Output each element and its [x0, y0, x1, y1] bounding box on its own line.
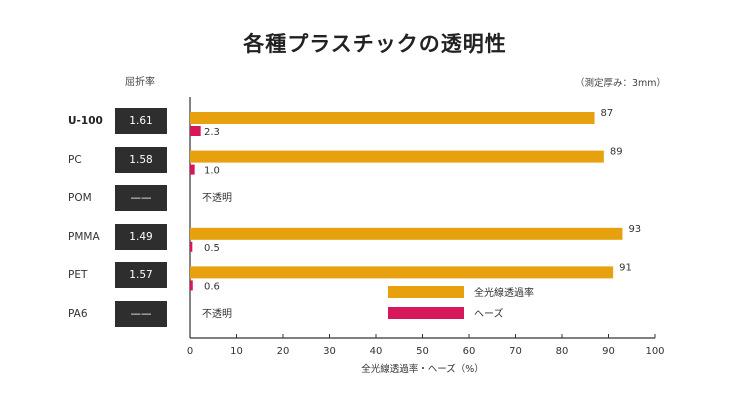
- refractive-index-value: ——: [115, 301, 167, 327]
- x-tick-label: 40: [370, 346, 383, 357]
- refractive-index-value: 1.49: [115, 223, 167, 250]
- x-tick-label: 90: [602, 346, 615, 357]
- bar-haze: [190, 241, 193, 252]
- x-tick-label: 70: [509, 346, 522, 357]
- bar-transmittance: [190, 227, 623, 240]
- category-label: PMMA: [68, 230, 100, 243]
- refractive-index-value: ——: [115, 185, 167, 212]
- bar-transmittance: [190, 112, 595, 124]
- data-label-transmittance: 91: [619, 262, 632, 273]
- data-label-transmittance: 89: [610, 147, 623, 158]
- x-tick-label: 80: [556, 346, 569, 357]
- legend-swatch-transmittance: [388, 286, 464, 298]
- category-label: POM: [68, 192, 92, 205]
- refractive-index-value: 1.57: [115, 262, 167, 289]
- category-label: U-100: [68, 115, 103, 127]
- category-label: PC: [68, 153, 82, 166]
- category-label: PA6: [68, 308, 88, 320]
- refractive-index-value: 1.61: [115, 108, 167, 134]
- x-tick-label: 50: [416, 346, 429, 357]
- data-label-haze: 0.5: [204, 243, 220, 254]
- legend-label-haze: ヘーズ: [474, 307, 504, 320]
- bar-transmittance: [190, 150, 604, 163]
- data-label-haze: 2.3: [204, 127, 220, 138]
- x-tick-label: 100: [645, 346, 664, 357]
- data-label-transmittance: 93: [628, 224, 641, 235]
- bar-haze: [190, 280, 193, 291]
- data-label-haze: 0.6: [204, 281, 220, 292]
- bar-transmittance: [190, 266, 614, 279]
- category-label: PET: [68, 269, 88, 282]
- opaque-label: 不透明: [202, 308, 232, 320]
- x-axis-title: 全光線透過率・ヘーズ（%）: [361, 363, 484, 375]
- data-label-transmittance: 87: [601, 108, 614, 119]
- x-tick-label: 60: [463, 346, 476, 357]
- legend-swatch-haze: [388, 307, 464, 319]
- data-label-haze: 1.0: [204, 166, 220, 177]
- bar-haze: [190, 126, 201, 136]
- refractive-index-value: 1.58: [115, 146, 167, 173]
- refractive-index-header: 屈折率: [125, 77, 155, 88]
- x-tick-label: 30: [323, 346, 336, 357]
- legend-label-transmittance: 全光線透過率: [474, 286, 534, 299]
- x-tick-label: 10: [230, 346, 243, 357]
- measurement-note: （測定厚み：3mm）: [574, 78, 666, 89]
- bar-haze: [190, 164, 195, 175]
- chart-title: 各種プラスチックの透明性: [243, 32, 507, 56]
- x-tick-label: 20: [277, 346, 290, 357]
- opaque-label: 不透明: [202, 192, 232, 204]
- x-tick-label: 0: [187, 346, 193, 357]
